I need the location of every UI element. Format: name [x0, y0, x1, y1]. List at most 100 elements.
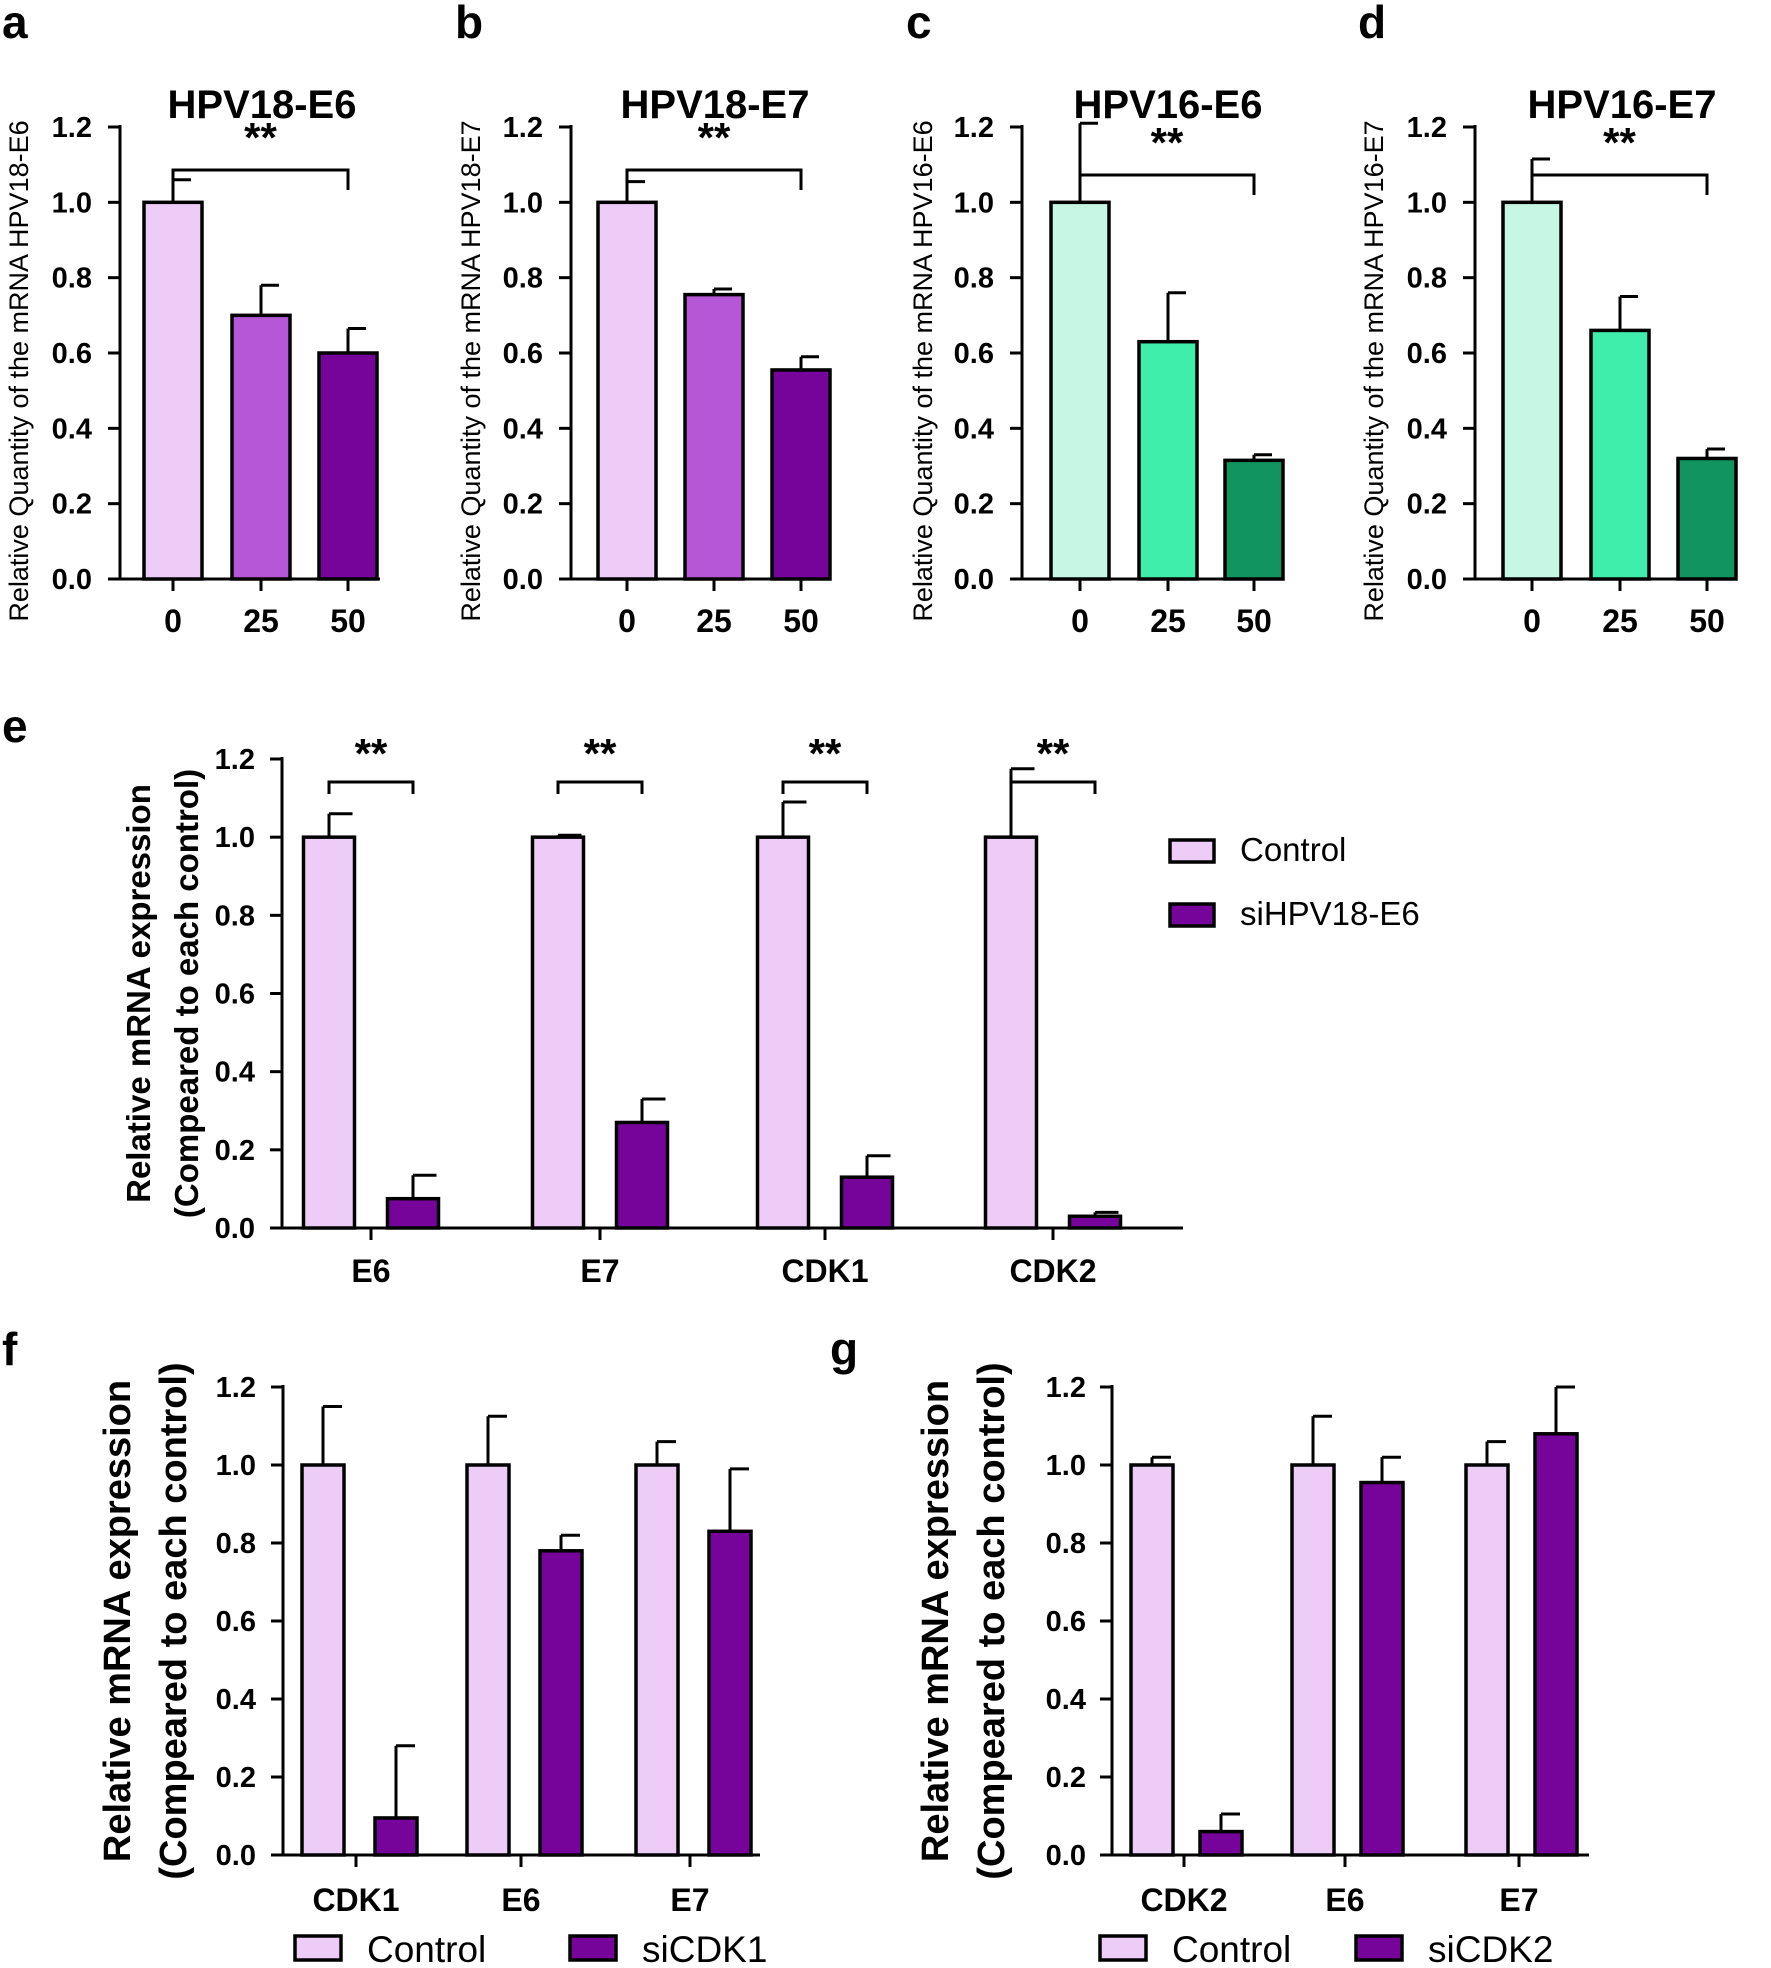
significance-label: **	[809, 730, 842, 777]
y-tick-label: 0.0	[52, 564, 92, 596]
y-tick-label: 0.8	[954, 263, 994, 295]
y-axis-label: Relative Quantity of the mRNA HPV16-E6	[908, 120, 938, 621]
significance-label: **	[584, 730, 617, 777]
y-tick-label: 0.2	[52, 489, 92, 521]
bar-sicdk2	[1359, 1480, 1405, 1857]
y-tick-label: 0.0	[1046, 1840, 1086, 1872]
significance-label: **	[1151, 119, 1184, 166]
y-tick-label: 0.4	[216, 1684, 256, 1716]
y-axis-label-line: Relative mRNA expression	[97, 1380, 139, 1862]
y-tick-label: 1.2	[1046, 1372, 1086, 1404]
y-tick-label: 1.0	[954, 187, 994, 219]
y-tick-label: 0.6	[52, 338, 92, 370]
significance-label: **	[698, 114, 731, 161]
bar	[1676, 456, 1738, 581]
bar	[1589, 328, 1651, 581]
x-tick-label: 0	[1071, 603, 1089, 639]
y-axis-label-line: (Compeared to each control)	[971, 1362, 1013, 1879]
y-tick-label: 0.8	[216, 1528, 256, 1560]
legend-swatch	[1168, 838, 1216, 864]
x-tick-label: 0	[618, 603, 636, 639]
y-tick-label: 0.6	[503, 338, 543, 370]
y-tick-label: 1.0	[215, 822, 255, 854]
bar	[142, 200, 204, 581]
panel-g: g Relative mRNA expression (Compeared to e…	[830, 1323, 1589, 1968]
y-axis-label-line: Relative mRNA expression	[915, 1380, 957, 1862]
y-tick-label: 0.6	[1046, 1606, 1086, 1638]
bar-sicdk1	[538, 1549, 584, 1857]
y-tick-label: 0.6	[215, 979, 255, 1011]
x-tick-label: E6	[1325, 1882, 1364, 1918]
y-tick-label: 1.0	[503, 187, 543, 219]
bar	[770, 368, 832, 581]
bar-sihpv18-e6	[385, 1196, 441, 1230]
y-tick-label: 1.2	[503, 112, 543, 144]
legend: Control siHPV18-E6	[1168, 831, 1420, 932]
panel-a: a HPV18-E6 Relative Quantity of the mRNA H…	[2, 0, 380, 639]
y-tick-label: 0.8	[52, 263, 92, 295]
y-tick-label: 0.6	[954, 338, 994, 370]
y-axis-label: Relative Quantity of the mRNA HPV16-E7	[1359, 120, 1389, 621]
legend-swatch	[1354, 1934, 1404, 1962]
panel-letter: d	[1358, 0, 1386, 48]
y-tick-label: 0.0	[1407, 564, 1447, 596]
y-tick-label: 0.2	[1046, 1762, 1086, 1794]
y-axis-label: Relative Quantity of the mRNA HPV18-E6	[4, 120, 34, 621]
y-tick-label: 0.6	[216, 1606, 256, 1638]
y-tick-label: 1.2	[1407, 112, 1447, 144]
significance-bracket	[1009, 780, 1097, 794]
y-tick-label: 0.2	[1407, 489, 1447, 521]
y-tick-label: 0.8	[503, 263, 543, 295]
legend-swatch	[1098, 1934, 1148, 1962]
y-axis-label: Relative Quantity of the mRNA HPV18-E7	[456, 120, 486, 621]
chart-title: HPV16-E7	[1528, 83, 1717, 127]
x-tick-label: 25	[696, 603, 732, 639]
x-tick-label: E7	[1499, 1882, 1538, 1918]
bar-sicdk1	[707, 1529, 753, 1857]
bar-control	[1290, 1463, 1336, 1857]
y-tick-label: 0.8	[1407, 263, 1447, 295]
panel-letter: a	[2, 0, 28, 48]
y-tick-label: 0.2	[503, 489, 543, 521]
y-tick-label: 0.4	[52, 413, 92, 445]
significance-bracket	[1530, 173, 1709, 195]
chart-title: HPV18-E6	[168, 83, 357, 127]
y-tick-label: 1.0	[1407, 187, 1447, 219]
significance-bracket	[1078, 173, 1256, 195]
x-tick-label: E6	[351, 1253, 390, 1289]
y-tick-label: 1.0	[52, 187, 92, 219]
bar-control	[1129, 1463, 1175, 1857]
significance-label: **	[244, 114, 277, 161]
legend-swatch	[1168, 902, 1216, 928]
y-tick-label: 0.0	[216, 1840, 256, 1872]
bar-control	[300, 1463, 346, 1857]
y-tick-label: 0.8	[215, 900, 255, 932]
y-tick-label: 0.0	[954, 564, 994, 596]
y-tick-label: 0.4	[954, 413, 994, 445]
significance-label: **	[355, 730, 388, 777]
legend: Control siCDK1	[293, 1929, 767, 1968]
panel-letter: e	[2, 700, 28, 752]
legend-label: siCDK1	[642, 1929, 767, 1968]
panel-letter: f	[2, 1323, 18, 1375]
legend: Control siCDK2	[1098, 1929, 1553, 1968]
bar	[317, 351, 379, 581]
x-tick-label: 25	[243, 603, 279, 639]
significance-label: **	[1603, 119, 1636, 166]
bar	[230, 313, 292, 581]
y-tick-label: 0.2	[216, 1762, 256, 1794]
bar-sicdk2	[1533, 1432, 1579, 1857]
legend-label: Control	[367, 1929, 486, 1968]
panel-letter: g	[830, 1323, 858, 1375]
x-tick-label: E6	[501, 1882, 540, 1918]
x-tick-label: 0	[164, 603, 182, 639]
panel-letter: b	[455, 0, 483, 48]
y-tick-label: 0.2	[954, 489, 994, 521]
y-tick-label: 0.4	[1407, 413, 1447, 445]
panel-b: b HPV18-E7 Relative Quantity of the mRNA H…	[455, 0, 832, 639]
bar-control	[1464, 1463, 1510, 1857]
panel-c: c HPV16-E6 Relative Quantity of the mRNA H…	[906, 0, 1285, 639]
x-tick-label: E7	[670, 1882, 709, 1918]
x-tick-label: E7	[580, 1253, 619, 1289]
